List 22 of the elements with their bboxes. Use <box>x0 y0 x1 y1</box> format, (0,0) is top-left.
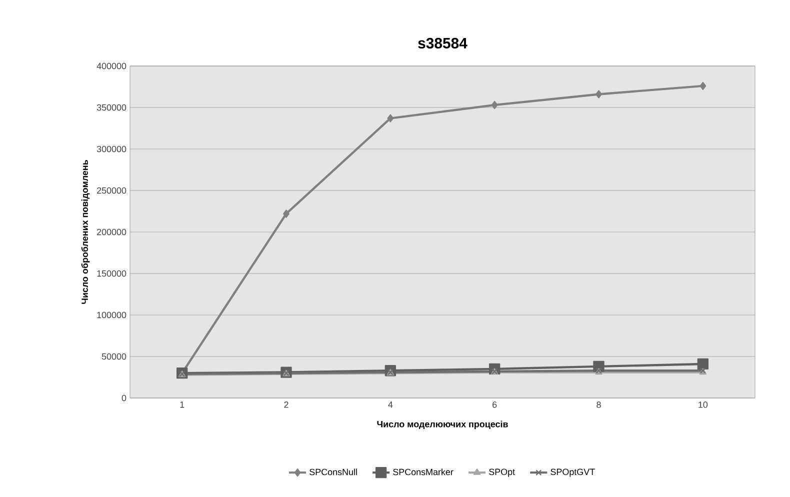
y-tick-label: 50000 <box>102 353 126 360</box>
x-tick-label: 1 <box>180 402 184 408</box>
y-tick-label: 250000 <box>97 187 126 194</box>
y-tick-label: 300000 <box>96 146 126 152</box>
legend-label: SPOpt <box>489 468 515 477</box>
x-tick-label: 2 <box>284 402 288 408</box>
x-tick-label: 10 <box>698 402 708 408</box>
y-tick-label: 350000 <box>96 104 126 111</box>
x-tick-label: 4 <box>388 402 393 408</box>
x-tick-label: 6 <box>492 402 497 408</box>
y-axis-title: Число оброблених повідомлень <box>81 160 90 304</box>
y-tick-label: 400000 <box>96 62 126 70</box>
y-tick-label: 0 <box>122 394 126 402</box>
x-tick-label: 8 <box>596 402 601 408</box>
y-tick-label: 100000 <box>97 312 126 318</box>
chart-title: s38584 <box>418 38 468 49</box>
x-axis-title: Число моделюючих процесів <box>377 420 508 430</box>
legend-label: SPConsMarker <box>393 468 454 476</box>
legend-label: SPOptGVT <box>550 468 595 477</box>
y-tick-label: 200000 <box>97 228 126 236</box>
legend-label: SPConsNull <box>310 468 357 476</box>
y-tick-label: 150000 <box>97 270 126 277</box>
